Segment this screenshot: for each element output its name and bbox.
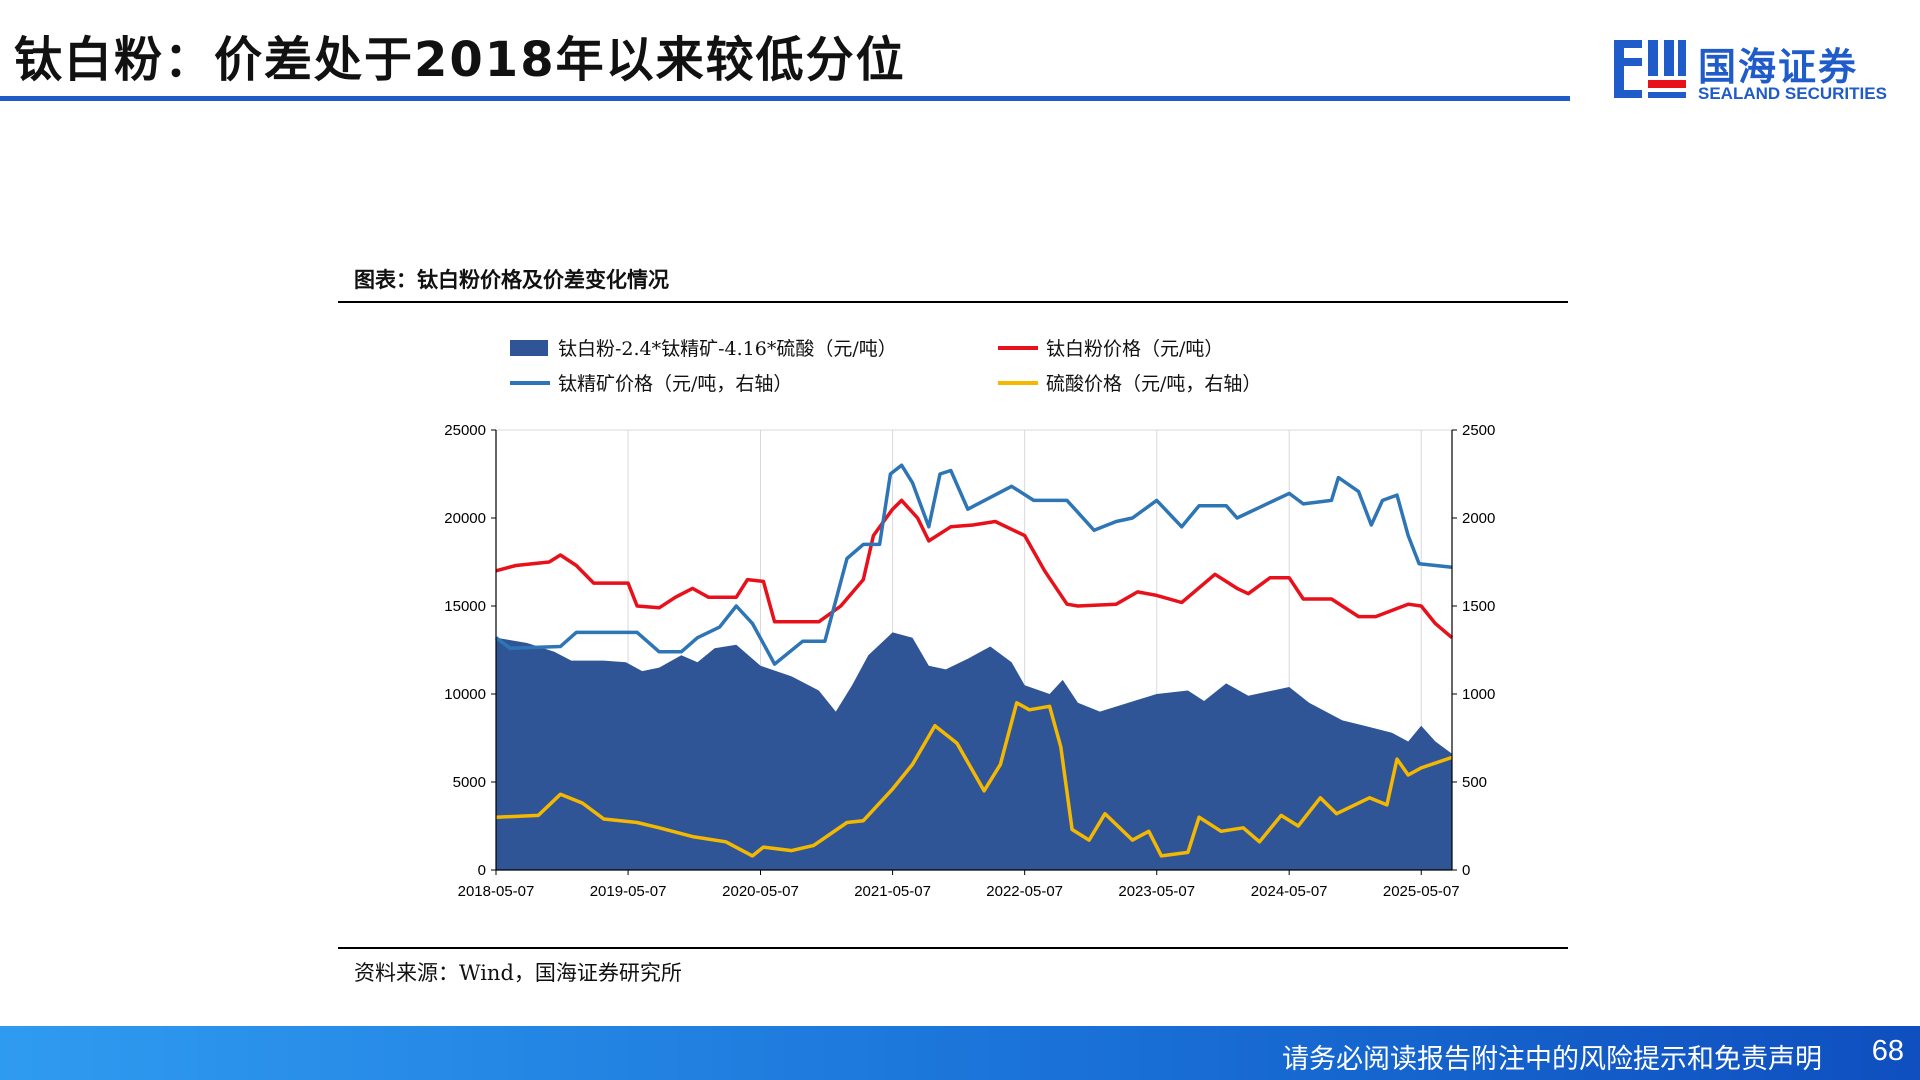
area-layer bbox=[496, 632, 1452, 870]
tio2-price-line bbox=[495, 498, 1454, 640]
x-tick-label: 2021-05-07 bbox=[854, 883, 931, 900]
right-tick-label: 2000 bbox=[1462, 510, 1495, 527]
x-tick-label: 2018-05-07 bbox=[458, 883, 535, 900]
left-tick-label: 25000 bbox=[444, 422, 486, 439]
chart-axes: 2018-05-07 2019-05-07 2020-05-07 2021-05-07… bbox=[444, 422, 1495, 900]
x-tick-label: 2023-05-07 bbox=[1118, 883, 1195, 900]
x-tick-label: 2025-05-07 bbox=[1383, 883, 1460, 900]
left-tick-label: 5000 bbox=[453, 774, 486, 791]
footer-bar: 请务必阅读报告附注中的风险提示和免责声明 68 bbox=[0, 1026, 1920, 1080]
chart-legend: 钛白粉-2.4*钛精矿-4.16*硫酸（元/吨） 钛白粉价格（元/吨） 钛精矿价格（… bbox=[510, 338, 1261, 395]
legend-label: 硫酸价格（元/吨，右轴） bbox=[1046, 373, 1261, 395]
figure-top-rule bbox=[338, 301, 1568, 303]
line-layer bbox=[494, 463, 1454, 858]
ilmenite-price-line bbox=[494, 463, 1453, 666]
right-tick-label: 1000 bbox=[1462, 686, 1495, 703]
figure-title: 图表：钛白粉价格及价差变化情况 bbox=[354, 267, 669, 292]
left-tick-label: 15000 bbox=[444, 598, 486, 615]
x-tick-label: 2019-05-07 bbox=[590, 883, 667, 900]
sealand-logo-icon bbox=[1614, 40, 1686, 98]
spread-chart: 2018-05-07 2019-05-07 2020-05-07 2021-05-07… bbox=[444, 338, 1495, 900]
figure-bottom-rule bbox=[338, 947, 1568, 949]
slide-title: 钛白粉：价差处于2018年以来较低分位 bbox=[14, 32, 906, 88]
legend-label: 钛白粉-2.4*钛精矿-4.16*硫酸（元/吨） bbox=[558, 338, 897, 360]
sulfuric-acid-line bbox=[495, 701, 1453, 858]
title-rule bbox=[0, 96, 1570, 101]
x-tick-label: 2024-05-07 bbox=[1251, 883, 1328, 900]
left-tick-label: 0 bbox=[478, 862, 486, 879]
left-tick-label: 10000 bbox=[444, 686, 486, 703]
legend-label: 钛白粉价格（元/吨） bbox=[1046, 338, 1223, 360]
logo-cn-text: 国海证券 bbox=[1698, 45, 1859, 89]
right-tick-label: 0 bbox=[1462, 862, 1470, 879]
right-tick-label: 2500 bbox=[1462, 422, 1495, 439]
source-note: 资料来源：Wind，国海证券研究所 bbox=[354, 961, 682, 985]
legend-swatch-area bbox=[510, 340, 548, 356]
x-tick-label: 2022-05-07 bbox=[986, 883, 1063, 900]
spread-area bbox=[496, 632, 1452, 870]
x-tick-label: 2020-05-07 bbox=[722, 883, 799, 900]
sealand-logo: 国海证券 SEALAND SECURITIES bbox=[1612, 36, 1887, 106]
legend-label: 钛精矿价格（元/吨，右轴） bbox=[558, 373, 792, 395]
page-number: 68 bbox=[1871, 1035, 1904, 1067]
disclaimer-text: 请务必阅读报告附注中的风险提示和免责声明 bbox=[1282, 1044, 1822, 1075]
logo-en-text: SEALAND SECURITIES bbox=[1698, 84, 1887, 103]
right-tick-label: 1500 bbox=[1462, 598, 1495, 615]
right-tick-label: 500 bbox=[1462, 774, 1487, 791]
left-tick-label: 20000 bbox=[444, 510, 486, 527]
